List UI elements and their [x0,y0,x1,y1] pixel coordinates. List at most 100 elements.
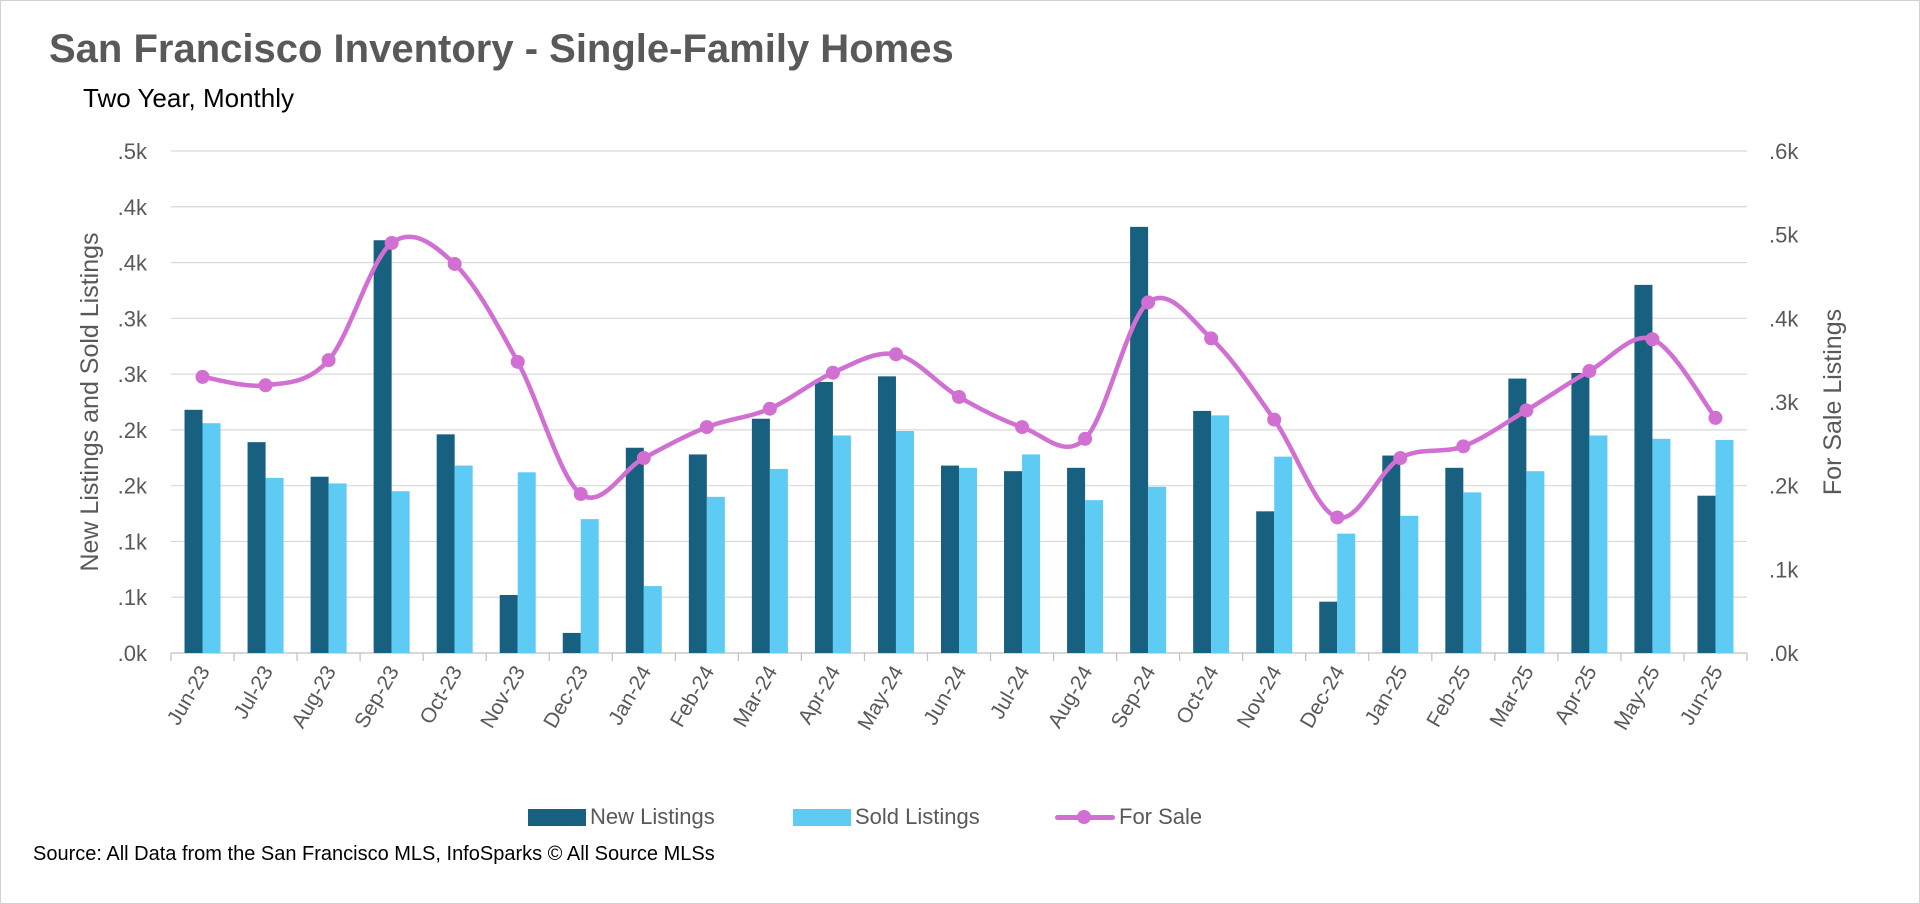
point-for-sale [1330,510,1345,525]
bar-sold-listings [706,496,725,653]
x-tick-label: Mar-24 [729,662,782,731]
point-for-sale [384,236,399,251]
bar-sold-listings [454,465,473,653]
legend-item-sold-listings: Sold Listings [793,799,980,835]
bar-new-listings [751,418,770,653]
point-for-sale [510,354,525,369]
bar-sold-listings [643,586,662,653]
point-for-sale [1519,403,1534,418]
bar-new-listings [1004,471,1023,653]
point-for-sale [762,401,777,416]
x-tick-label: Mar-25 [1486,662,1539,731]
bar-sold-listings [769,468,788,653]
point-for-sale [1204,331,1219,346]
bar-new-listings [1256,511,1275,653]
bar-sold-listings [1526,471,1545,653]
point-for-sale [1645,332,1660,347]
x-tick-label: Jan-24 [604,662,656,729]
bar-new-listings [373,240,392,653]
x-tick-label: Nov-23 [476,662,530,732]
source-note: Source: All Data from the San Francisco … [33,843,715,865]
y-tick-label: .5k [118,139,148,164]
bar-new-listings [499,594,518,653]
y-tick-label: .4k [118,195,148,220]
x-tick-label: Jun-25 [1676,662,1728,729]
bar-new-listings [1319,601,1338,653]
bar-new-listings [310,476,329,653]
legend: New Listings Sold Listings For Sale [1,799,1920,835]
point-for-sale [258,378,273,393]
bar-sold-listings [328,483,347,653]
bar-sold-listings [391,491,410,653]
point-for-sale [1015,420,1030,435]
y-tick-label: .4k [118,251,148,276]
point-for-sale [1708,410,1723,425]
y2-tick-label: .4k [1769,306,1799,331]
y2-tick-label: .5k [1769,223,1799,248]
x-tick-label: Oct-23 [416,662,467,728]
x-tick-label: Aug-23 [287,662,341,732]
point-for-sale [825,365,840,380]
y-tick-label: .1k [118,529,148,554]
chart-title: San Francisco Inventory - Single-Family … [49,27,954,71]
y-tick-label: .1k [118,585,148,610]
y2-tick-label: .0k [1769,641,1799,666]
x-tick-label: Jun-23 [163,662,215,729]
bar-sold-listings [580,519,599,653]
legend-label-new-listings: New Listings [590,804,715,829]
legend-label-for-sale: For Sale [1119,804,1203,829]
bar-new-listings [247,442,266,653]
point-for-sale [888,347,903,362]
x-tick-label: Feb-24 [666,662,719,731]
x-tick-label: Nov-24 [1233,662,1287,732]
point-for-sale [447,256,462,271]
bar-sold-listings [1085,500,1104,653]
bar-sold-listings [1589,435,1608,653]
bar-sold-listings [1400,515,1419,653]
bar-new-listings [1697,495,1716,653]
point-for-sale [636,451,651,466]
x-tick-label: Jan-25 [1361,662,1413,729]
x-tick-label: Jul-24 [986,662,1035,723]
bar-new-listings [436,434,455,653]
y-tick-label: .3k [118,362,148,387]
legend-item-for-sale: For Sale [1055,799,1202,835]
bar-new-listings [1634,284,1653,653]
bar-new-listings [1382,455,1401,653]
bar-sold-listings [1463,492,1482,653]
bar-new-listings [877,376,896,653]
bar-sold-listings [517,472,536,653]
y-tick-label: .3k [118,306,148,331]
legend-label-sold-listings: Sold Listings [855,804,980,829]
bar-sold-listings [1274,456,1293,653]
x-tick-label: May-25 [1610,662,1665,734]
bar-sold-listings [1715,439,1734,653]
x-tick-label: Oct-24 [1172,662,1224,728]
bar-new-listings [1193,410,1212,653]
bar-new-listings [941,465,959,653]
x-tick-label: Dec-23 [539,662,593,732]
x-tick-label: Jul-23 [229,662,278,723]
x-tick-label: Aug-24 [1044,662,1098,732]
bar-sold-listings [1211,415,1230,653]
bar-new-listings [814,381,833,653]
point-for-sale [1456,439,1471,454]
bar-new-listings [625,447,644,653]
bar-new-listings [1130,226,1149,653]
bar-new-listings [1571,372,1590,653]
y2-tick-label: .1k [1769,557,1799,582]
x-tick-label: Dec-24 [1296,662,1350,732]
point-for-sale [1267,412,1282,427]
point-for-sale [1078,431,1093,446]
point-for-sale [321,353,336,368]
bar-new-listings [184,409,203,653]
bar-sold-listings [265,477,284,653]
bar-sold-listings [1022,454,1041,653]
legend-swatch-sold-listings [793,808,851,826]
x-tick-label: Sep-23 [350,662,404,732]
bar-sold-listings [1337,533,1356,653]
y2-tick-label: .3k [1769,390,1799,415]
point-for-sale [952,389,966,404]
